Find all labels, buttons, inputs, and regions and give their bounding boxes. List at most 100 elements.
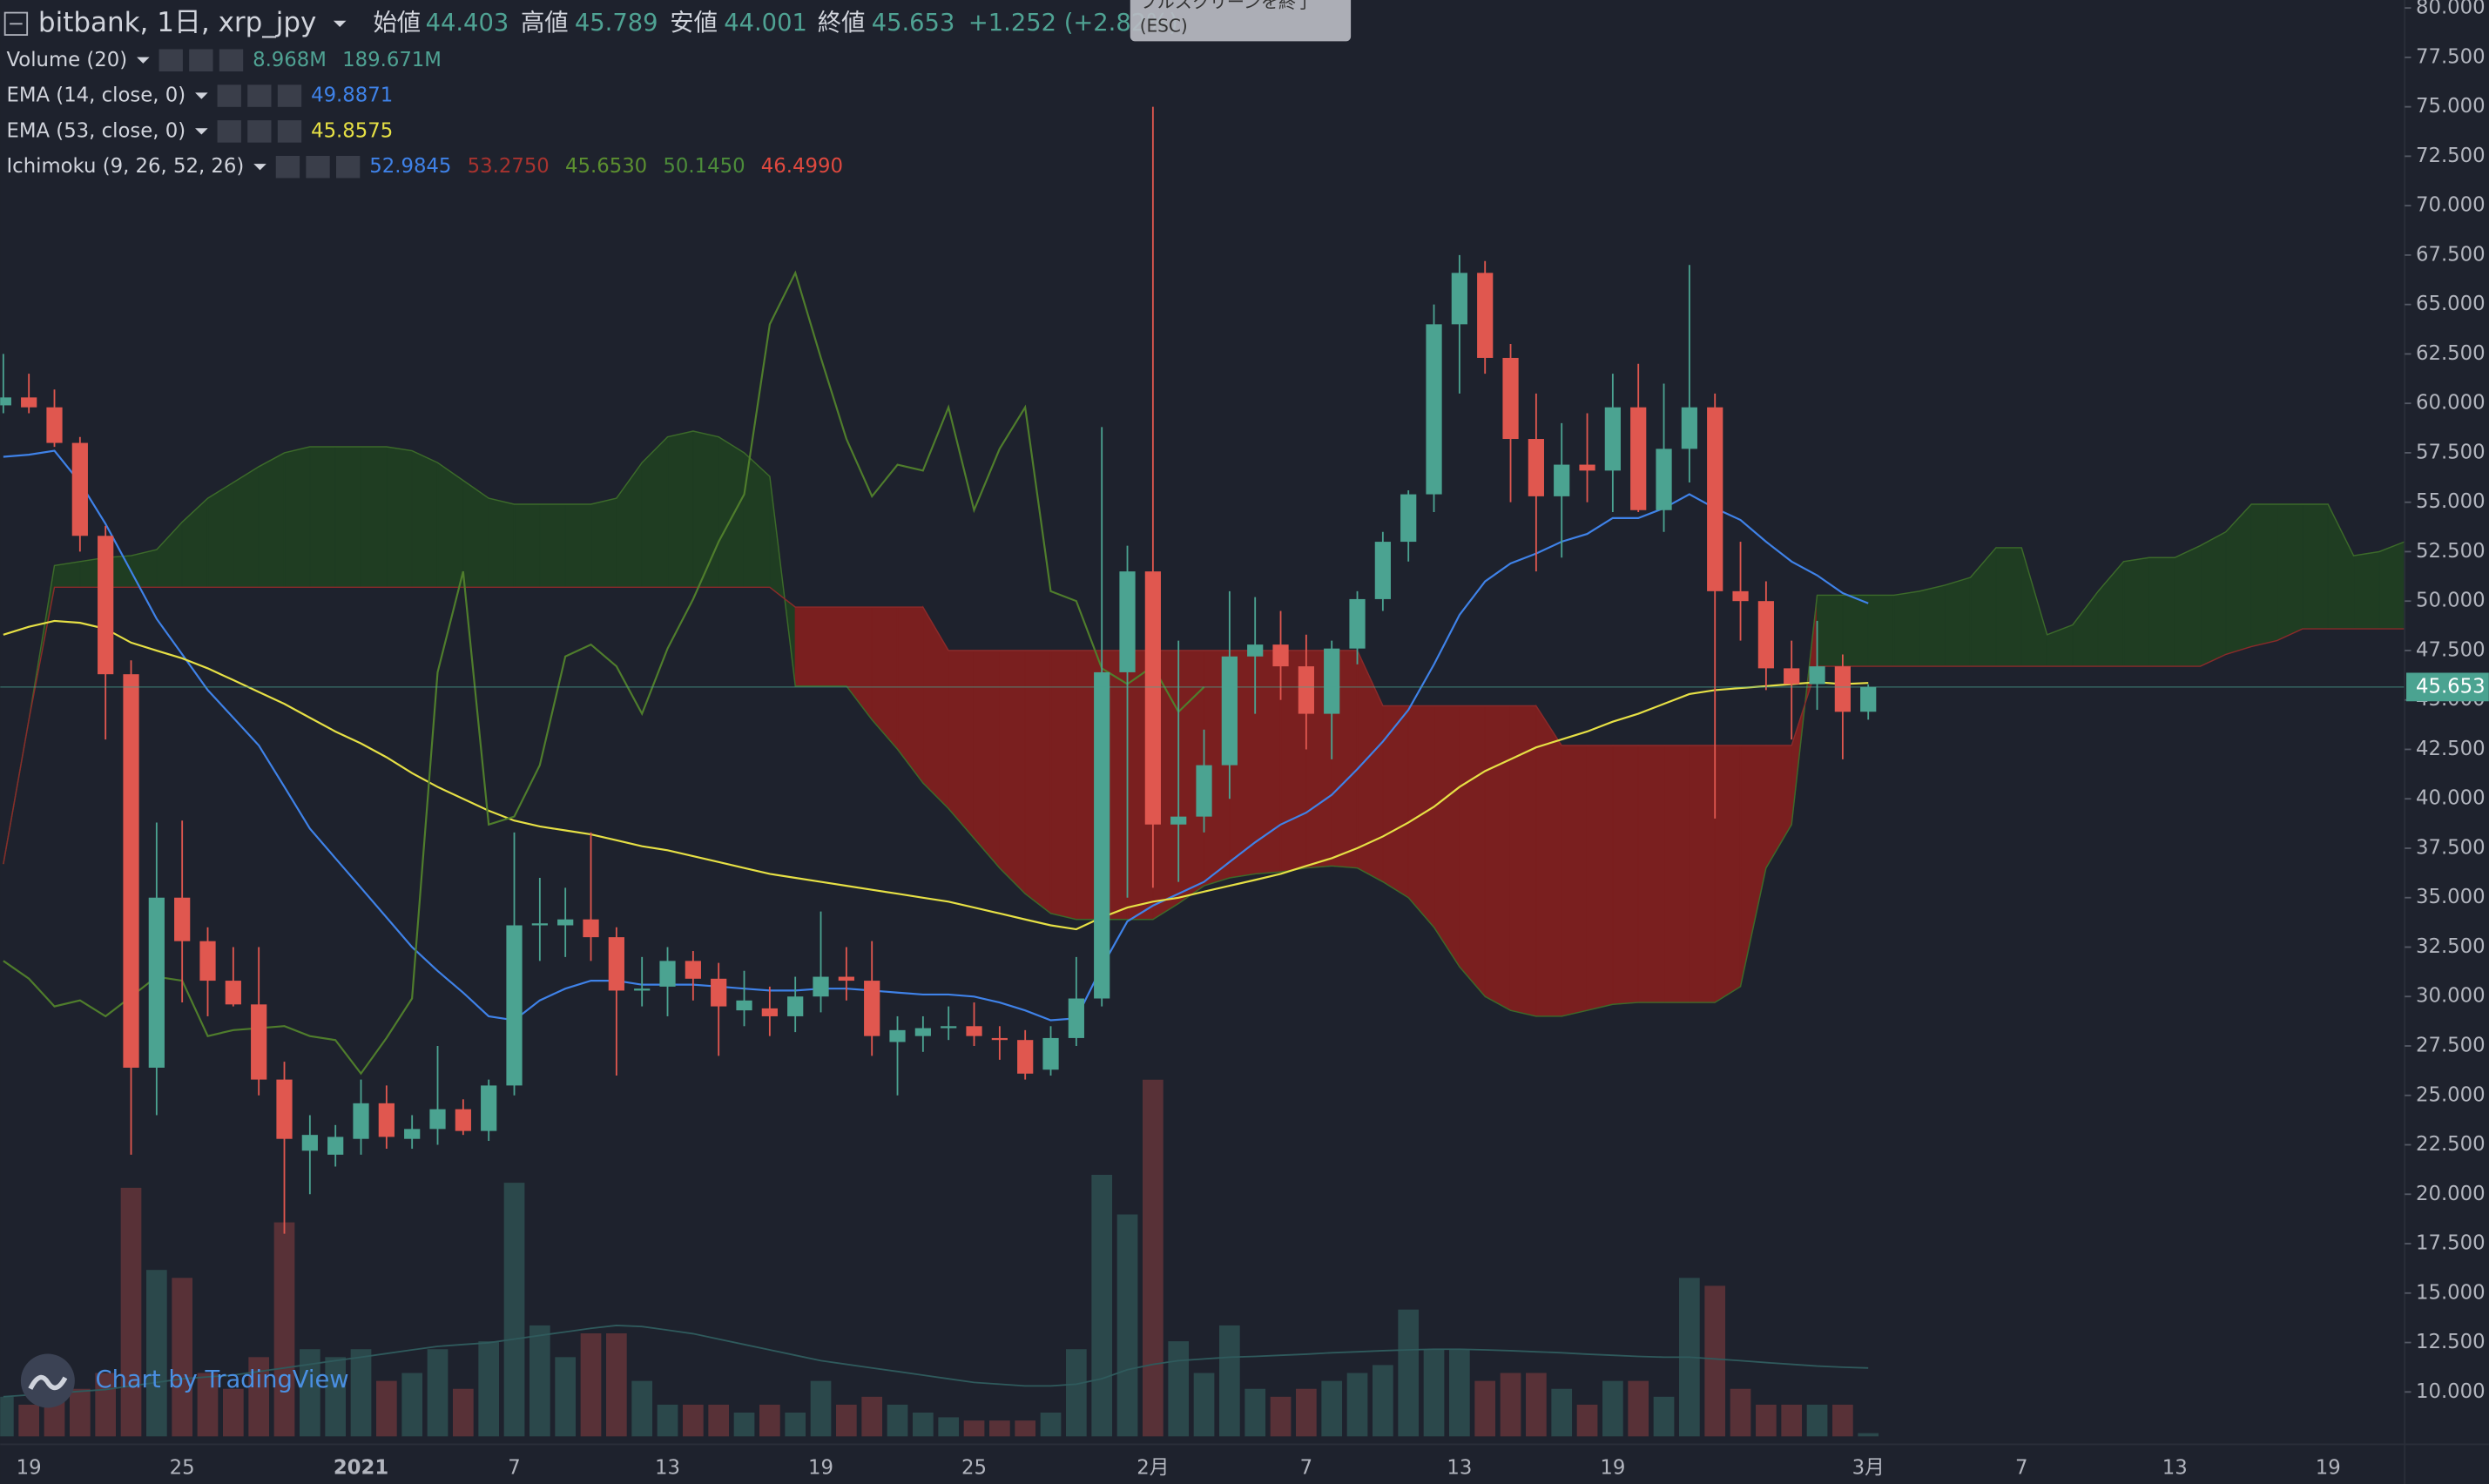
watermark-text[interactable]: Chart by TradingView	[96, 1366, 349, 1393]
indicator-close-button[interactable]	[335, 155, 361, 179]
indicator-settings-button[interactable]	[247, 84, 272, 107]
dropdown-arrow[interactable]	[195, 92, 208, 99]
cloud-segment	[820, 606, 847, 687]
indicator-value: 49.8871	[311, 84, 393, 107]
cloud-segment	[718, 435, 745, 588]
cloud-segment	[411, 449, 439, 588]
volume-bar	[1628, 1380, 1649, 1437]
candle-body	[21, 397, 37, 408]
cloud-segment	[283, 446, 311, 588]
y-tick-label: 72.500	[2416, 145, 2486, 167]
ohlc-value: 45.653	[872, 10, 955, 37]
indicator-eye-button[interactable]	[275, 155, 300, 179]
indicator-settings-button[interactable]	[189, 49, 213, 72]
candle-body	[711, 978, 727, 1007]
indicator-eye-button[interactable]	[217, 84, 241, 107]
ohlc-value: 44.001	[724, 10, 807, 37]
collapse-icon[interactable]	[3, 11, 29, 37]
indicator-close-button[interactable]	[219, 49, 244, 72]
volume-bar	[248, 1357, 270, 1437]
cloud-segment	[1407, 705, 1435, 929]
candle-body	[1349, 598, 1366, 649]
candle-body	[1426, 324, 1442, 495]
volume-bar	[273, 1222, 295, 1437]
candle-body	[787, 996, 804, 1016]
candle-body	[1732, 590, 1749, 602]
cloud-segment	[1816, 594, 1844, 667]
price-label-box	[2406, 672, 2489, 702]
indicator-value: 52.9845	[369, 155, 451, 178]
cloud-segment	[2122, 556, 2150, 667]
cloud-segment	[539, 503, 566, 588]
candle-body	[98, 536, 114, 675]
y-tick-label: 37.500	[2416, 836, 2486, 859]
candle-body	[71, 442, 88, 536]
volume-bar	[657, 1404, 678, 1437]
cloud-segment	[1919, 584, 1946, 667]
dropdown-arrow[interactable]	[137, 57, 150, 64]
candle-body	[1247, 644, 1264, 657]
cloud-segment	[436, 462, 464, 588]
volume-bar	[1832, 1404, 1853, 1437]
volume-bar	[172, 1278, 193, 1437]
dropdown-arrow[interactable]	[333, 20, 347, 27]
candle-body	[838, 976, 854, 981]
candle-body	[583, 919, 599, 938]
cloud-segment	[1024, 650, 1052, 915]
x-tick-label: 7	[2015, 1456, 2027, 1479]
indicator-close-button[interactable]	[277, 84, 302, 107]
candle-body	[736, 1000, 752, 1011]
volume-bar	[1193, 1373, 1215, 1437]
candle-body	[251, 1004, 267, 1080]
candle-body	[1502, 357, 1519, 440]
volume-bar	[427, 1349, 449, 1437]
volume-bar	[631, 1380, 653, 1437]
volume-bar	[580, 1333, 602, 1437]
y-tick-label: 32.500	[2416, 935, 2486, 958]
candle-body	[199, 941, 216, 981]
y-tick-label: 80.000	[2416, 0, 2486, 19]
indicator-value: 45.6530	[565, 155, 647, 178]
volume-bar	[1858, 1433, 1879, 1437]
candle-body	[1630, 407, 1647, 510]
legend-header: bitbank, 1日, xrp_jpy 始値 44.403 高値 45.789…	[3, 0, 1352, 179]
volume-bar	[1296, 1388, 1317, 1437]
indicator-settings-button[interactable]	[306, 155, 330, 179]
candle-body	[1554, 464, 1570, 496]
candle-body	[378, 1103, 395, 1137]
symbol-title[interactable]: bitbank, 1日, xrp_jpy	[38, 7, 316, 38]
candle-body	[1809, 666, 1825, 685]
cloud-segment	[2277, 503, 2304, 642]
volume-bar	[1576, 1404, 1598, 1437]
dropdown-arrow[interactable]	[195, 128, 208, 135]
y-tick-label: 52.500	[2416, 540, 2486, 563]
candle-body	[914, 1028, 931, 1036]
candle-body	[353, 1103, 369, 1139]
candle-body	[608, 937, 624, 991]
indicator-line	[3, 449, 1869, 1022]
volume-bar	[1168, 1341, 1190, 1437]
candle-body	[1221, 656, 1238, 766]
x-tick-label: 25	[170, 1456, 195, 1479]
cloud-segment	[206, 481, 234, 588]
volume-bar	[145, 1270, 167, 1437]
volume-bar	[1500, 1373, 1521, 1437]
cloud-segment	[590, 497, 617, 588]
y-tick-label: 40.000	[2416, 787, 2486, 810]
indicator-settings-button[interactable]	[247, 120, 272, 143]
indicator-name: EMA (53, close, 0)	[6, 119, 185, 142]
volume-bar	[785, 1413, 806, 1437]
x-tick-label: 19	[1600, 1456, 1625, 1479]
y-tick-label: 10.000	[2416, 1380, 2486, 1403]
candle-body	[864, 981, 880, 1036]
indicator-close-button[interactable]	[277, 120, 302, 143]
dropdown-arrow[interactable]	[253, 164, 266, 171]
y-tick-label: 62.500	[2416, 342, 2486, 365]
indicator-value: 45.8575	[311, 119, 393, 142]
watermark[interactable]: Chart by TradingView	[20, 1353, 349, 1408]
candle-body	[1119, 571, 1136, 672]
indicator-eye-button[interactable]	[159, 49, 183, 72]
candle-body	[148, 897, 165, 1068]
indicator-eye-button[interactable]	[217, 120, 241, 143]
candle-body	[1451, 273, 1467, 325]
